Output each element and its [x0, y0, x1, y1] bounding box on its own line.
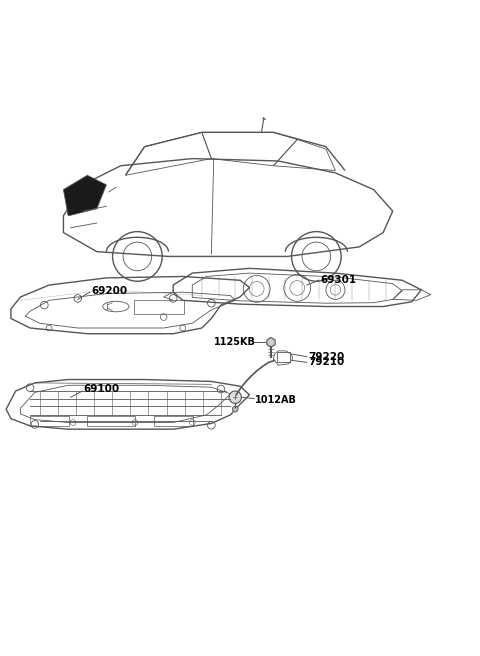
Text: 69200: 69200 [91, 286, 127, 296]
Text: 69301: 69301 [320, 276, 356, 285]
Text: 79220: 79220 [308, 352, 344, 361]
Text: 1012AB: 1012AB [255, 394, 297, 405]
Circle shape [229, 391, 241, 403]
Polygon shape [63, 175, 107, 216]
Text: 69100: 69100 [84, 384, 120, 394]
Polygon shape [267, 338, 275, 347]
Text: 1125KB: 1125KB [214, 337, 256, 347]
Circle shape [232, 406, 238, 412]
Text: 79210: 79210 [308, 358, 344, 367]
